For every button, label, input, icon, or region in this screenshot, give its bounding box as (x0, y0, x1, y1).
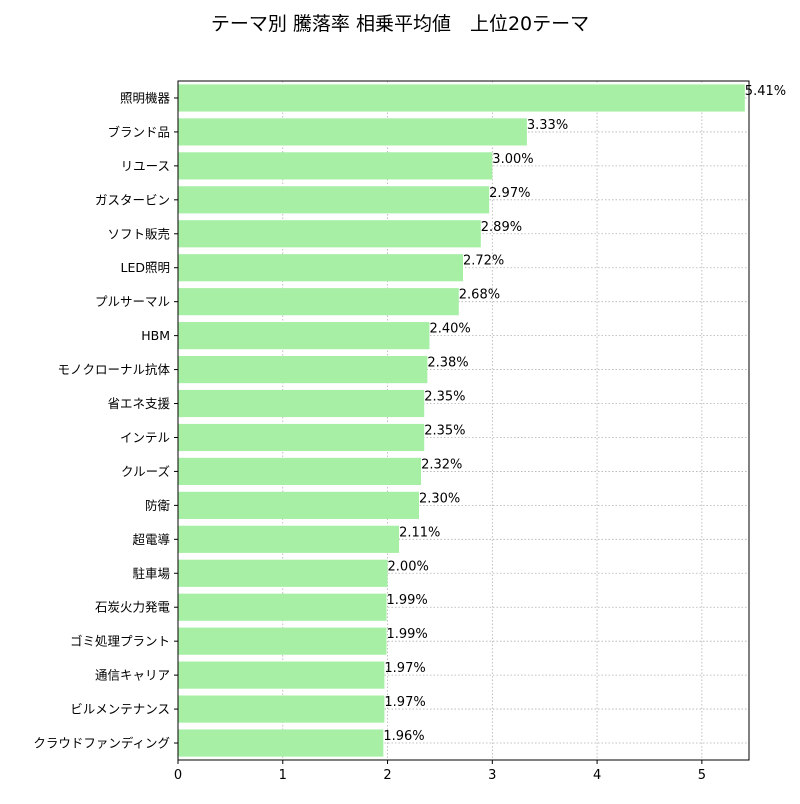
category-label: ブランド品 (107, 124, 170, 139)
bar (178, 254, 463, 282)
data-label: 2.35% (424, 423, 465, 438)
data-label: 2.89% (481, 220, 522, 235)
data-label: 1.97% (384, 661, 425, 676)
data-label: 3.33% (527, 118, 568, 133)
category-label: ゴミ処理プラント (70, 634, 170, 649)
bar (178, 593, 387, 621)
bar (178, 491, 419, 519)
category-label: ソフト販売 (107, 226, 170, 241)
category-label: 駐車場 (132, 566, 170, 581)
data-label: 1.96% (383, 729, 424, 744)
category-label: プルサーマル (95, 294, 170, 309)
category-label: 省エネ支援 (107, 396, 170, 411)
data-label: 3.00% (492, 152, 533, 167)
bar (178, 322, 430, 350)
data-label: 2.32% (421, 457, 462, 472)
category-label: 石炭火力発電 (95, 600, 171, 615)
bars (178, 84, 745, 757)
bar (178, 118, 527, 146)
x-tick-label: 2 (383, 768, 391, 783)
category-label: 通信キャリア (95, 668, 170, 683)
bar (178, 457, 422, 486)
bar (178, 389, 425, 418)
x-tick-label: 1 (279, 768, 287, 783)
data-label: 2.40% (429, 322, 470, 337)
bar (178, 559, 388, 587)
data-labels: 5.41% 3.33% 3.00% 2.97% 2.89% 2.72% 2.68% 2.40%… (383, 84, 786, 744)
data-label: 1.99% (386, 593, 427, 608)
bar (178, 661, 385, 689)
bar (178, 220, 481, 248)
category-label: クルーズ (121, 464, 170, 479)
category-label: インテル (120, 430, 170, 445)
bar (178, 288, 459, 316)
data-label: 2.38% (427, 356, 468, 371)
bar (178, 525, 400, 553)
bar (178, 84, 745, 112)
data-label: 2.30% (419, 491, 460, 506)
category-label: モノクローナル抗体 (57, 362, 170, 377)
category-label: ビルメンテナンス (70, 702, 170, 717)
bar (178, 423, 425, 452)
category-label: HBM (141, 328, 170, 343)
category-label: クラウドファンディング (33, 736, 170, 751)
data-label: 2.72% (463, 254, 504, 269)
data-label: 2.35% (424, 390, 465, 405)
data-label: 2.11% (399, 525, 440, 540)
grid (177, 81, 749, 760)
data-label: 5.41% (745, 84, 786, 99)
x-axis-ticks: 0 1 2 3 4 5 (174, 760, 706, 783)
bar (178, 152, 493, 180)
data-label: 2.97% (489, 186, 530, 201)
category-label: LED照明 (121, 260, 171, 275)
bar (178, 186, 490, 214)
x-tick-label: 3 (488, 768, 496, 783)
data-label: 1.97% (384, 695, 425, 710)
bar (178, 729, 384, 757)
category-label: ガスタービン (95, 192, 170, 207)
category-label: 防衛 (145, 498, 171, 513)
x-tick-label: 0 (174, 768, 182, 783)
category-label: 照明機器 (120, 90, 171, 105)
bar (178, 627, 387, 655)
data-label: 2.68% (459, 288, 500, 303)
category-label: リユース (121, 158, 170, 173)
chart-title: テーマ別 騰落率 相乗平均値 上位20テーマ (211, 13, 589, 35)
x-tick-label: 5 (698, 768, 706, 783)
bar (178, 695, 385, 723)
category-label: 超電導 (132, 532, 170, 547)
plot-frame (177, 80, 750, 761)
data-label: 1.99% (386, 627, 427, 642)
data-label: 2.00% (388, 559, 429, 574)
bar (178, 355, 428, 384)
x-tick-label: 4 (593, 768, 601, 783)
